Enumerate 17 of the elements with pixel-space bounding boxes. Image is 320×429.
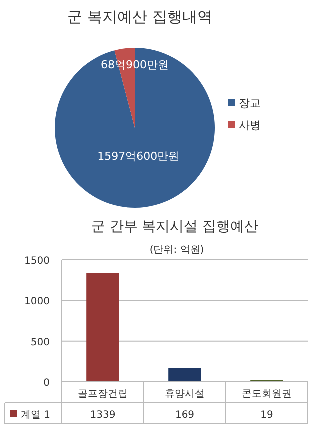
data-label: 19 — [260, 410, 274, 421]
chart-title: 군 복지예산 집행내역 — [68, 8, 212, 26]
data-label: 169 — [175, 410, 195, 421]
legend-label: 계열 1 — [21, 410, 51, 421]
y-tick-label: 1000 — [24, 296, 50, 308]
data-label: 1339 — [90, 410, 116, 421]
data-label: 1597억600만원 — [98, 150, 180, 163]
y-tick-label: 500 — [30, 337, 50, 348]
y-tick-label: 0 — [44, 378, 50, 389]
legend-label: 장교 — [239, 97, 261, 110]
y-tick-label: 1500 — [24, 256, 50, 267]
x-tick-label: 콘도회원권 — [242, 389, 292, 400]
chart-title: 군 간부 복지시설 집행예산 — [91, 219, 259, 235]
chart-subtitle: (단위: 억원) — [150, 245, 204, 256]
x-tick-label: 휴양시설 — [165, 389, 205, 400]
x-tick-label: 골프장건립 — [78, 389, 128, 400]
legend-label: 사병 — [239, 119, 261, 132]
